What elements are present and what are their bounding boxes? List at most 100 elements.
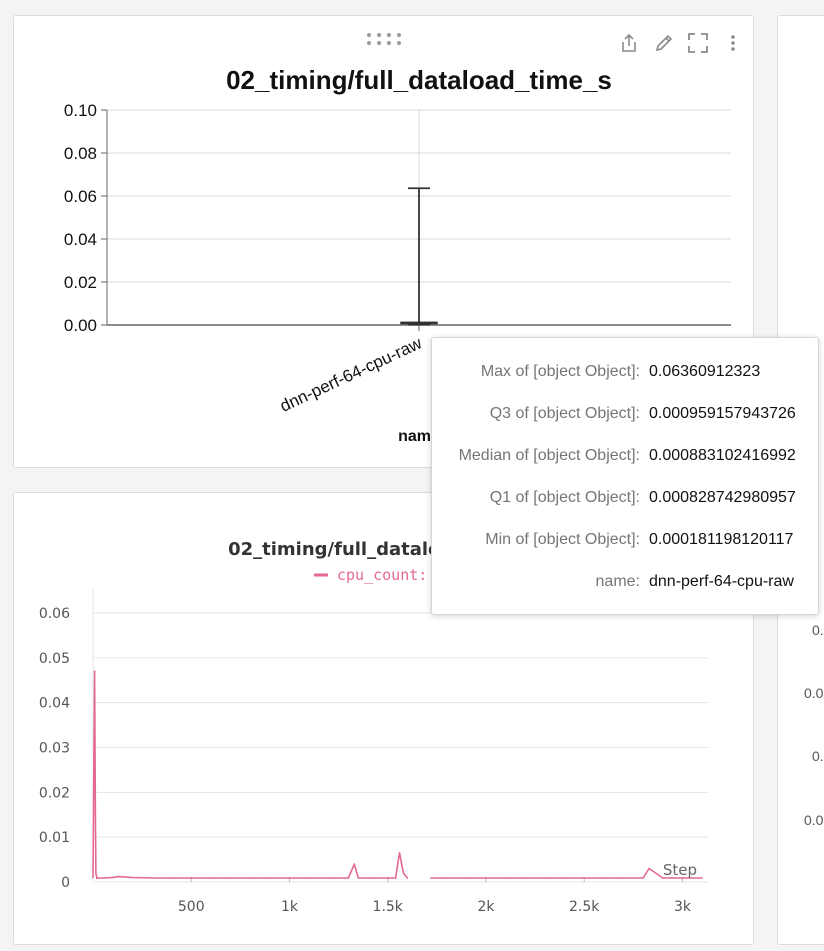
data-point <box>603 877 605 879</box>
tooltip-label: Q1 of [object Object]: <box>489 489 640 506</box>
y-tick-label: 0.04 <box>64 230 97 249</box>
x-axis-label: Step <box>663 861 697 879</box>
tooltip-label: Median of [object Object]: <box>458 447 640 464</box>
tooltip-value: 0.000959157943726 <box>649 405 796 422</box>
x-axis-label: name <box>398 428 440 445</box>
tooltip-value: dnn-perf-64-cpu-raw <box>649 573 794 590</box>
x-tick-label: 2k <box>477 899 495 915</box>
data-point <box>151 877 153 879</box>
data-point <box>353 863 356 865</box>
tooltip-row: Q1 of [object Object]: 0.000828742980957 <box>432 489 818 509</box>
more-vertical-icon[interactable] <box>722 32 744 54</box>
y-tick-label: 0.05 <box>39 651 70 667</box>
y-tick-label: 0.06 <box>64 187 97 206</box>
data-point <box>111 876 114 879</box>
y-tick-label: 0.00 <box>64 316 97 335</box>
fullscreen-icon[interactable] <box>687 32 709 54</box>
partial-tick-label: 0. <box>812 622 824 638</box>
data-point <box>622 877 625 879</box>
data-point <box>406 877 409 879</box>
data-point <box>648 867 650 870</box>
data-point <box>170 877 173 879</box>
y-tick-label: 0.10 <box>64 101 97 120</box>
data-point <box>93 670 96 672</box>
data-point <box>92 876 94 879</box>
data-point <box>398 852 401 854</box>
tooltip-label: Min of [object Object]: <box>485 531 640 548</box>
tooltip-value: 0.000883102416992 <box>649 447 796 464</box>
data-point <box>394 877 397 879</box>
data-point <box>583 877 585 879</box>
x-tick-label: 2.5k <box>569 899 600 915</box>
chart-title: 02_timing/full_dataload_time_s <box>226 65 612 95</box>
data-point <box>249 877 251 879</box>
data-point <box>524 877 527 879</box>
data-point <box>131 876 134 879</box>
data-point <box>347 877 350 879</box>
tooltip-row: Q3 of [object Object]: 0.000959157943726 <box>432 405 818 425</box>
tooltip-value: 0.06360912323 <box>649 363 761 380</box>
data-point <box>269 877 271 879</box>
x-tick-label: 500 <box>178 899 205 915</box>
pencil-icon[interactable] <box>653 32 675 54</box>
y-tick-label: 0.01 <box>39 830 70 846</box>
data-point <box>95 872 97 874</box>
data-point <box>430 877 432 879</box>
tooltip-label: Q3 of [object Object]: <box>489 405 640 422</box>
data-point <box>98 877 100 879</box>
y-tick-label: 0 <box>61 875 70 891</box>
tooltip-row: name: dnn-perf-64-cpu-raw <box>432 573 818 593</box>
boxplot-chart: 02_timing/full_dataload_time_s 0.00 0.02 0… <box>64 65 731 445</box>
tooltip-row: Min of [object Object]: 0.00018119812011… <box>432 531 818 551</box>
data-point <box>504 877 507 879</box>
partial-tick-label: 0.0 <box>804 685 824 701</box>
tooltip-row: Median of [object Object]: 0.00088310241… <box>432 447 818 467</box>
data-point <box>386 877 389 879</box>
y-tick-label: 0.03 <box>39 740 70 756</box>
legend-label[interactable]: cpu_count: 64 <box>337 566 454 584</box>
y-tick-label: 0.08 <box>64 144 97 163</box>
partial-tick-label: 0.0 <box>804 812 824 828</box>
chart-tooltip: Max of [object Object]: 0.06360912323 Q3… <box>431 337 819 615</box>
data-point <box>94 813 97 816</box>
y-tick-label: 0.02 <box>39 785 70 801</box>
tooltip-value: 0.000828742980957 <box>649 489 796 506</box>
data-point <box>288 877 291 879</box>
y-tick-label: 0.04 <box>39 696 70 712</box>
data-point <box>465 877 468 879</box>
data-point <box>96 877 98 880</box>
data-point <box>104 877 106 879</box>
share-icon[interactable] <box>618 32 640 54</box>
data-point <box>402 872 405 874</box>
x-tick-label: 1k <box>281 899 299 915</box>
data-point <box>445 877 448 879</box>
data-point <box>210 877 212 879</box>
data-point <box>229 877 232 879</box>
series-line <box>92 670 703 880</box>
y-tick-label: 0.06 <box>39 606 70 622</box>
data-point <box>642 877 644 879</box>
x-tick-label: 1.5k <box>373 899 404 915</box>
y-tick-label: 0.02 <box>64 273 97 292</box>
x-tick-label: dnn-perf-64-cpu-raw <box>277 333 425 416</box>
data-point <box>190 877 192 879</box>
data-point <box>367 877 369 879</box>
data-point <box>328 877 330 879</box>
tooltip-value: 0.000181198120117 <box>649 531 794 548</box>
data-point <box>662 877 664 879</box>
data-point <box>308 877 310 879</box>
data-point <box>93 746 95 749</box>
data-point <box>357 877 360 879</box>
data-point <box>117 875 120 878</box>
data-point <box>485 877 487 879</box>
drag-handle-icon[interactable] <box>366 32 402 46</box>
data-point <box>681 877 684 879</box>
tooltip-label: Max of [object Object]: <box>480 363 640 380</box>
tooltip-row: Max of [object Object]: 0.06360912323 <box>432 363 818 383</box>
data-point <box>563 877 566 879</box>
tooltip-label: name: <box>595 573 640 590</box>
data-point <box>544 877 546 879</box>
partial-tick-label: 0. <box>812 748 824 764</box>
data-point <box>701 877 703 879</box>
x-tick-label: 3k <box>674 899 692 915</box>
